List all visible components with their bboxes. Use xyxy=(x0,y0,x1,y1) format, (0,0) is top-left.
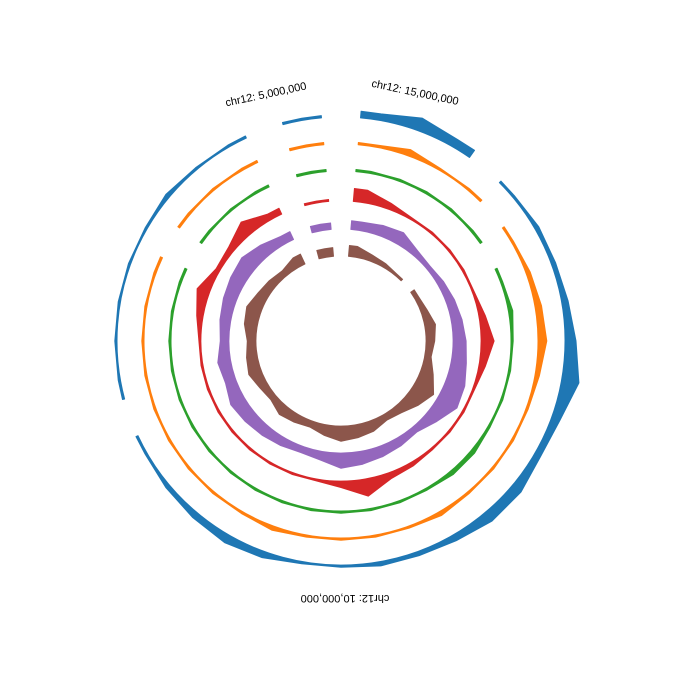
track-area xyxy=(217,220,467,469)
track-area xyxy=(288,142,325,152)
position-label: chr12: 10,000,000 xyxy=(301,592,390,604)
track-area xyxy=(355,168,483,244)
track-area xyxy=(309,222,332,234)
track-area xyxy=(196,187,495,497)
track-area xyxy=(295,168,327,178)
track-area xyxy=(243,253,436,442)
position-label: chr12: 5,000,000 xyxy=(224,80,307,109)
track-area xyxy=(199,184,270,244)
track-area xyxy=(316,247,334,260)
track-area xyxy=(357,142,483,203)
track-area xyxy=(168,267,514,514)
track-area xyxy=(360,110,476,159)
track-area xyxy=(281,115,322,126)
track-area xyxy=(141,226,548,541)
track-area xyxy=(348,244,404,282)
track-area xyxy=(177,159,259,229)
position-label: chr12: 15,000,000 xyxy=(370,78,459,108)
track-area xyxy=(135,180,580,568)
track-area xyxy=(114,135,247,401)
track-area xyxy=(303,198,330,207)
